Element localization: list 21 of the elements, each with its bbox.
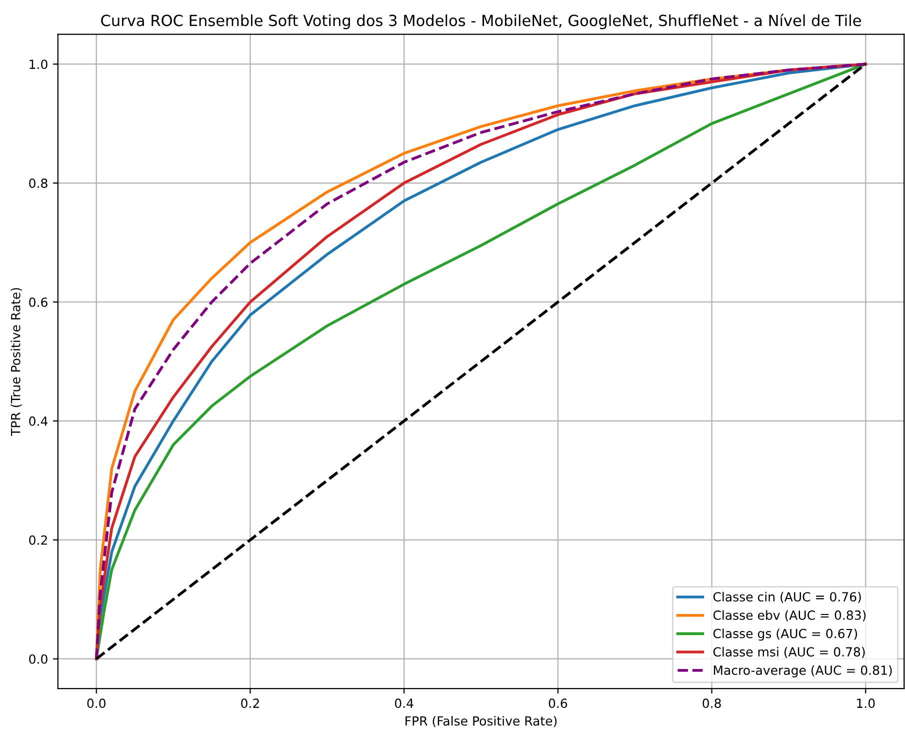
y-tick-label: 0.4 <box>29 416 48 426</box>
y-tick-label: 0.2 <box>29 535 47 545</box>
x-tick-label: 0.0 <box>87 698 106 708</box>
x-tick-label: 1.0 <box>857 698 875 708</box>
legend-label: Macro-average (AUC = 0.81) <box>714 665 892 678</box>
x-tick-label: 0.8 <box>702 698 721 708</box>
legend-label: Classe msi (AUC = 0.78) <box>713 646 865 658</box>
line-series <box>94 62 868 660</box>
y-tick-label: 0.8 <box>29 178 48 188</box>
x-tick-label: 0.6 <box>548 698 568 708</box>
y-axis-title: TPR (True Positive Rate) <box>10 288 22 436</box>
y-tick-label: 1.0 <box>30 60 48 70</box>
legend-label: Classe cin (AUC = 0.76) <box>713 592 861 604</box>
y-tick-label: 0.0 <box>29 654 48 664</box>
y-tick-label: 0.6 <box>29 297 48 307</box>
x-tick-label: 0.2 <box>241 698 259 708</box>
chart-title: Curva ROC Ensemble Soft Voting dos 3 Modelos - MobileNet, GoogleNet, ShuffleNet - a Nível de Tile <box>101 14 861 30</box>
legend-label: Classe gs (AUC = 0.67) <box>713 628 858 641</box>
x-axis-title: FPR (False Positive Rate) <box>406 716 557 728</box>
x-tick-label: 0.4 <box>394 698 414 708</box>
legend-label: Classe ebv (AUC = 0.83) <box>713 610 866 622</box>
